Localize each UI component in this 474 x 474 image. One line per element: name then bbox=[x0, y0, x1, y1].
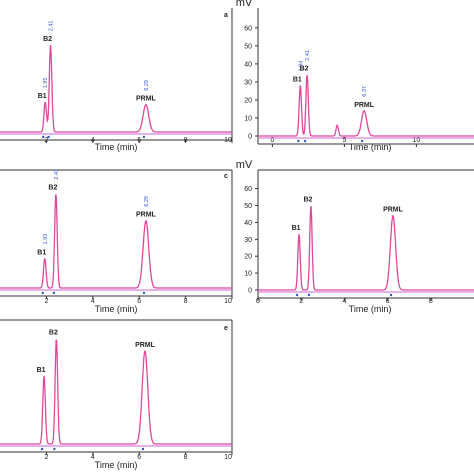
panel-b-peak-marker bbox=[303, 139, 307, 143]
panel-d-xtick-label: 4 bbox=[342, 298, 346, 305]
panel-a-rt-label: 6.29 bbox=[144, 80, 150, 91]
panel-b-xlabel: Time (min) bbox=[349, 142, 392, 152]
panel-c-xtick-label: 6 bbox=[137, 298, 141, 305]
panel-b-ytick-label: 30 bbox=[244, 79, 252, 86]
panel-c-xtick-label: 4 bbox=[91, 298, 95, 305]
panel-c-peak-label: B2 bbox=[48, 185, 57, 192]
panel-a-peak-label: B1 bbox=[38, 93, 47, 100]
panel-c-rt-label: 1.93 bbox=[43, 234, 49, 245]
panel-e-peak-label: B1 bbox=[37, 367, 46, 374]
panel-e-xtick-label: 6 bbox=[137, 454, 141, 461]
panel-b-ytick-label: 40 bbox=[244, 61, 252, 68]
panel-e-peak-label: B2 bbox=[49, 330, 58, 337]
panel-a-peak-marker bbox=[42, 135, 45, 139]
panel-b-ytick-label: 60 bbox=[244, 25, 252, 32]
panel-a-peak-marker bbox=[142, 135, 146, 139]
panel-b-peak-label: B2 bbox=[300, 66, 309, 73]
panel-d-trace bbox=[258, 206, 474, 291]
panel-b-ytick-label: 10 bbox=[244, 115, 252, 122]
panel-b-trace bbox=[258, 75, 474, 137]
panel-b-ytick-label: 20 bbox=[244, 97, 252, 104]
panel-c-letter: c bbox=[224, 173, 228, 180]
panel-d-xtick-label: 2 bbox=[299, 298, 303, 305]
panel-e-peak-marker bbox=[141, 447, 145, 451]
panel-a-peak-label: PRML bbox=[136, 96, 157, 103]
panel-d-xtick-label: 6 bbox=[386, 298, 390, 305]
panel-d-peak-marker bbox=[307, 293, 311, 297]
panel-a-trace bbox=[0, 45, 232, 133]
panel-e-letter: e bbox=[224, 325, 228, 332]
panel-c-xtick-label: 8 bbox=[184, 298, 188, 305]
panel-b-peak-label: B1 bbox=[293, 77, 302, 84]
panel-b-xtick-label: 0 bbox=[270, 137, 274, 144]
panel-a-xtick-label: 8 bbox=[184, 137, 188, 144]
panel-d-ytick-label: 0 bbox=[248, 288, 252, 295]
panel-e-peak-marker bbox=[53, 447, 56, 451]
panel-b-rt-label: 1.94 bbox=[298, 61, 304, 72]
panel-c-peak-marker bbox=[41, 291, 44, 295]
panel-c-rt-label: 6.29 bbox=[144, 196, 150, 207]
panel-e-xlabel: Time (min) bbox=[95, 460, 138, 470]
panel-e-peak-marker bbox=[40, 447, 44, 451]
panel-c-xlabel: Time (min) bbox=[95, 304, 138, 314]
panel-a-letter: a bbox=[224, 12, 228, 19]
panel-a-peak-marker bbox=[47, 135, 50, 139]
panel-b-rt-label: 2.41 bbox=[305, 50, 311, 61]
panel-a-xtick-label: 2 bbox=[44, 137, 48, 144]
panel-d-peak-label: B2 bbox=[303, 196, 312, 203]
panel-d-xtick-label: 8 bbox=[429, 298, 433, 305]
panel-e-peak-label: PRML bbox=[135, 342, 156, 349]
panel-b-peak-marker bbox=[360, 139, 364, 143]
panel-d-ytick-label: 30 bbox=[244, 237, 252, 244]
panel-e-xtick-label: 10 bbox=[224, 454, 232, 461]
panel-e-xtick-label: 2 bbox=[44, 454, 48, 461]
panel-a-xlabel: Time (min) bbox=[95, 142, 138, 152]
panel-c-trace bbox=[0, 194, 232, 289]
panel-d-peak-label: PRML bbox=[383, 207, 404, 214]
panel-d-ytick-label: 50 bbox=[244, 203, 252, 210]
panel-d-ytick-label: 40 bbox=[244, 220, 252, 227]
panel-b-ytick-label: 50 bbox=[244, 43, 252, 50]
panel-b-peak-marker bbox=[297, 139, 300, 143]
panel-b-rt-label: 6.37 bbox=[362, 86, 368, 97]
panel-c-rt-label: 2.41 bbox=[54, 169, 60, 180]
panel-b-peak-label: PRML bbox=[354, 102, 375, 109]
panel-d-ylabel: mV bbox=[236, 159, 253, 171]
panel-a-rt-label: 1.95 bbox=[43, 78, 49, 89]
panel-b-ytick-label: 0 bbox=[248, 134, 252, 141]
panel-c-xtick-label: 10 bbox=[224, 298, 232, 305]
panel-e-xtick-label: 8 bbox=[184, 454, 188, 461]
panel-d-peak-label: B1 bbox=[292, 225, 301, 232]
panel-d-ytick-label: 10 bbox=[244, 271, 252, 278]
panel-a-xtick-label: 10 bbox=[224, 137, 232, 144]
panel-d-xtick-label: 0 bbox=[256, 298, 260, 305]
panel-d-xlabel: Time (min) bbox=[349, 304, 392, 314]
panel-b-xtick-label: 10 bbox=[413, 137, 421, 144]
panel-b-ylabel: mV bbox=[236, 0, 253, 9]
panel-c-peak-label: PRML bbox=[136, 212, 157, 219]
panel-b-xtick-label: 5 bbox=[342, 137, 346, 144]
panel-a-xtick-label: 4 bbox=[91, 137, 95, 144]
panel-e-trace bbox=[0, 339, 232, 445]
panel-c-xtick-label: 2 bbox=[44, 298, 48, 305]
panel-e-xtick-label: 4 bbox=[91, 454, 95, 461]
panel-a-xtick-label: 6 bbox=[137, 137, 141, 144]
panel-c-peak-marker bbox=[142, 291, 146, 295]
panel-c-peak-marker bbox=[52, 291, 56, 295]
panel-d-peak-marker bbox=[295, 293, 299, 297]
panel-d-ytick-label: 20 bbox=[244, 254, 252, 261]
panel-c-peak-label: B1 bbox=[37, 250, 46, 257]
panel-d-peak-marker bbox=[389, 293, 393, 297]
panel-a-peak-label: B2 bbox=[43, 36, 52, 43]
panel-a-rt-label: 2.41 bbox=[49, 20, 55, 31]
panel-d-ytick-label: 60 bbox=[244, 186, 252, 193]
